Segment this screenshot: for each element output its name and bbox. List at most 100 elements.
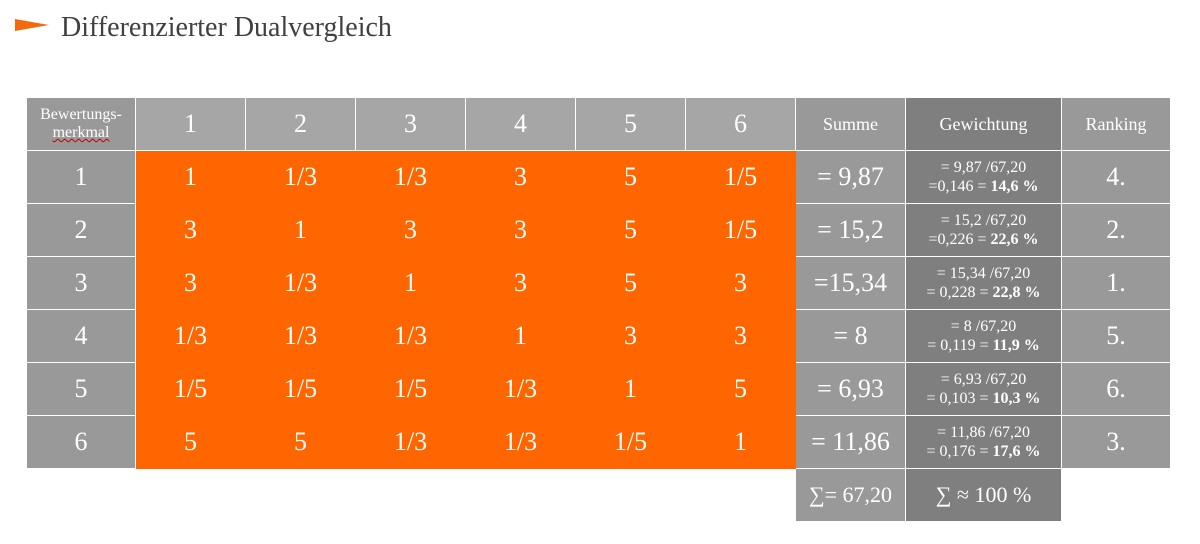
matrix-cell: 5 [575, 256, 686, 310]
corner-label-line2: merkmal [52, 124, 110, 141]
matrix-cell: 1/3 [245, 309, 356, 363]
weighting-ratio: = 0,119 = [927, 337, 993, 354]
matrix-cell: 1/3 [355, 309, 466, 363]
weighting-total-cell: ∑ ≈ 100 % [905, 468, 1062, 522]
matrix-cell: 1 [135, 150, 246, 204]
sum-cell: = 8 [795, 309, 906, 363]
table-row: 6 5 5 1/3 1/3 1/5 1 = 11,86 = 11,86 /67,… [26, 415, 1171, 469]
matrix-cell: 1/3 [465, 415, 576, 469]
matrix-cell: 3 [575, 309, 686, 363]
matrix-cell: 5 [575, 203, 686, 257]
rank-cell: 5. [1061, 309, 1171, 363]
sum-cell: = 9,87 [795, 150, 906, 204]
matrix-cell: 1/3 [245, 150, 356, 204]
matrix-cell: 3 [465, 256, 576, 310]
corner-header: Bewertungs- merkmal [26, 97, 136, 151]
matrix-cell: 3 [355, 203, 466, 257]
matrix-cell: 1 [355, 256, 466, 310]
matrix-cell: 5 [245, 415, 356, 469]
table-row: 3 3 1/3 1 3 5 3 =15,34 = 15,34 /67,20 = 0… [26, 256, 1171, 310]
weighting-percent: 22,6 % [990, 231, 1039, 248]
matrix-cell: 1/3 [135, 309, 246, 363]
weighting-percent: 11,9 % [992, 337, 1040, 354]
weighting-ratio: = 0,176 = [926, 443, 993, 460]
row-label: 5 [26, 362, 136, 416]
weighting-cell: = 11,86 /67,20 = 0,176 = 17,6 % [905, 415, 1062, 469]
sum-cell: = 6,93 [795, 362, 906, 416]
weighting-ratio: =0,226 = [928, 231, 991, 248]
matrix-cell: 3 [135, 203, 246, 257]
comparison-table: Bewertungs- merkmal 1 2 3 4 5 6 Summe Ge… [26, 97, 1171, 522]
row-label: 1 [26, 150, 136, 204]
sum-cell: = 15,2 [795, 203, 906, 257]
matrix-cell: 3 [685, 309, 796, 363]
column-header: 1 [135, 97, 246, 151]
weighting-cell: = 15,2 /67,20 =0,226 = 22,6 % [905, 203, 1062, 257]
matrix-cell: 1/3 [245, 256, 356, 310]
matrix-cell: 3 [685, 256, 796, 310]
weighting-ratio: =0,146 = [928, 178, 991, 195]
rank-cell: 6. [1061, 362, 1171, 416]
matrix-cell: 1 [465, 309, 576, 363]
weighting-percent: 17,6 % [992, 443, 1041, 460]
weighting-ratio: = 0,228 = [926, 284, 993, 301]
table-footer-row: ∑= 67,20 ∑ ≈ 100 % [26, 468, 1171, 522]
matrix-cell: 5 [685, 362, 796, 416]
matrix-cell: 1/5 [355, 362, 466, 416]
column-header: 3 [355, 97, 466, 151]
matrix-cell: 1/5 [135, 362, 246, 416]
matrix-cell: 1 [685, 415, 796, 469]
table-row: 2 3 1 3 3 5 1/5 = 15,2 = 15,2 /67,20 =0,2… [26, 203, 1171, 257]
footer-spacer [1061, 468, 1171, 522]
sum-cell: =15,34 [795, 256, 906, 310]
arrow-bullet-icon [15, 19, 49, 31]
matrix-cell: 3 [465, 203, 576, 257]
column-header: 5 [575, 97, 686, 151]
sum-total-cell: ∑= 67,20 [795, 468, 906, 522]
summe-header: Summe [795, 97, 906, 151]
column-header: 2 [245, 97, 356, 151]
rank-cell: 2. [1061, 203, 1171, 257]
table-header-row: Bewertungs- merkmal 1 2 3 4 5 6 Summe Ge… [26, 97, 1171, 151]
gewichtung-header: Gewichtung [905, 97, 1062, 151]
matrix-cell: 1/5 [685, 150, 796, 204]
rank-cell: 3. [1061, 415, 1171, 469]
weighting-cell: = 8 /67,20 = 0,119 = 11,9 % [905, 309, 1062, 363]
table-row: 4 1/3 1/3 1/3 1 3 3 = 8 = 8 /67,20 = 0,11… [26, 309, 1171, 363]
row-label: 2 [26, 203, 136, 257]
row-label: 6 [26, 415, 136, 469]
weighting-formula: = 9,87 /67,20 [940, 159, 1027, 176]
sum-cell: = 11,86 [795, 415, 906, 469]
page-title: Differenzierter Dualvergleich [61, 12, 392, 43]
weighting-cell: = 9,87 /67,20 =0,146 = 14,6 % [905, 150, 1062, 204]
corner-label-line1: Bewertungs- [40, 106, 122, 123]
weighting-cell: = 6,93 /67,20 = 0,103 = 10,3 % [905, 362, 1062, 416]
matrix-cell: 1 [245, 203, 356, 257]
matrix-cell: 5 [135, 415, 246, 469]
matrix-cell: 1/3 [355, 150, 466, 204]
table-row: 1 1 1/3 1/3 3 5 1/5 = 9,87 = 9,87 /67,20… [26, 150, 1171, 204]
column-header: 6 [685, 97, 796, 151]
table-row: 5 1/5 1/5 1/5 1/3 1 5 = 6,93 = 6,93 /67,… [26, 362, 1171, 416]
weighting-percent: 10,3 % [992, 390, 1041, 407]
matrix-cell: 1/5 [685, 203, 796, 257]
row-label: 4 [26, 309, 136, 363]
matrix-cell: 5 [575, 150, 686, 204]
weighting-formula: = 6,93 /67,20 [940, 371, 1027, 388]
rank-cell: 1. [1061, 256, 1171, 310]
weighting-ratio: = 0,103 = [926, 390, 993, 407]
matrix-cell: 1/5 [575, 415, 686, 469]
rank-cell: 4. [1061, 150, 1171, 204]
matrix-cell: 3 [465, 150, 576, 204]
weighting-formula: = 15,34 /67,20 [936, 265, 1031, 282]
matrix-cell: 1/3 [355, 415, 466, 469]
matrix-cell: 1/5 [245, 362, 356, 416]
row-label: 3 [26, 256, 136, 310]
matrix-cell: 1/3 [465, 362, 576, 416]
matrix-cell: 3 [135, 256, 246, 310]
column-header: 4 [465, 97, 576, 151]
weighting-formula: = 15,2 /67,20 [940, 212, 1027, 229]
weighting-percent: 14,6 % [990, 178, 1039, 195]
weighting-formula: = 11,86 /67,20 [937, 424, 1030, 441]
title-row: Differenzierter Dualvergleich [15, 12, 392, 44]
